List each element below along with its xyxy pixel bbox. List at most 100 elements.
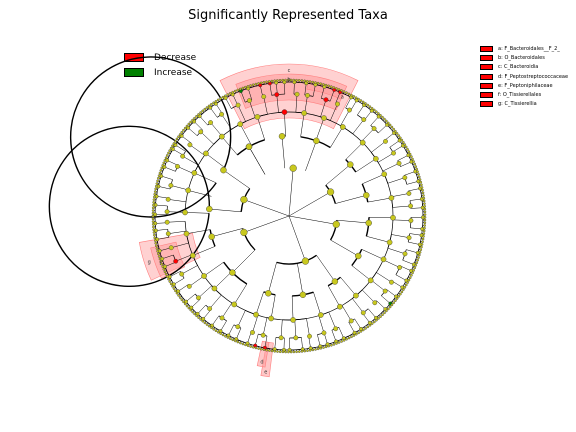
highlight-label-e: e [264, 369, 267, 375]
branch-line [338, 327, 345, 339]
taxon-node [157, 255, 161, 258]
taxon-node [220, 166, 227, 174]
branch-line [175, 254, 193, 262]
taxon-node [417, 175, 421, 179]
taxon-node [249, 84, 252, 87]
highlight-label-c: c [288, 68, 291, 74]
taxon-node [322, 83, 325, 86]
taxon-node [167, 277, 170, 281]
taxon-node [380, 256, 387, 263]
branch-arc [276, 254, 317, 265]
taxon-node [221, 95, 225, 99]
branch-line [181, 265, 198, 275]
taxon-node [359, 139, 366, 146]
branch-line [168, 230, 187, 234]
taxa-legend-label: g: C_Tissierellia [498, 101, 537, 108]
branch-line [276, 94, 279, 113]
branch-line [361, 289, 375, 303]
taxon-node [347, 161, 354, 168]
taxon-node [244, 343, 247, 347]
taxon-node [301, 257, 310, 265]
taxon-node [385, 119, 388, 123]
taxon-node [226, 336, 230, 339]
taxon-node [164, 272, 168, 276]
branch-line [167, 221, 186, 223]
taxon-node [254, 346, 258, 350]
taxon-node [278, 78, 282, 82]
branch-line [169, 271, 181, 278]
taxon-node [191, 118, 194, 122]
taxon-node [219, 111, 224, 117]
branch-line [189, 275, 205, 287]
taxon-node [238, 87, 242, 91]
taxon-node [289, 350, 293, 354]
taxa-legend-swatch [480, 82, 493, 89]
taxon-node [261, 94, 267, 100]
taxon-node [407, 150, 411, 154]
taxon-node [201, 109, 204, 113]
taxon-node [390, 214, 396, 221]
taxon-node [324, 83, 328, 87]
taxon-node [251, 83, 255, 87]
taxon-node [177, 294, 180, 297]
taxon-node [422, 199, 426, 203]
branch-line [312, 84, 316, 97]
nodes [151, 78, 427, 354]
taxon-node [257, 82, 260, 85]
taxon-node [292, 350, 296, 354]
taxa-legend-swatch [480, 45, 493, 52]
taxon-node [388, 123, 392, 127]
taxon-node [397, 134, 400, 137]
taxon-node [381, 171, 388, 178]
taxon-node [196, 295, 201, 301]
taxon-node [214, 99, 218, 103]
taxon-node [273, 349, 277, 353]
taxon-node [359, 330, 363, 333]
taxon-node [307, 333, 312, 339]
taxon-node [207, 324, 211, 328]
taxon-node [155, 244, 158, 248]
taxon-node [160, 262, 164, 266]
branch-line [270, 294, 276, 319]
taxon-node [406, 281, 409, 284]
branch-line [291, 295, 294, 320]
branch-line [243, 199, 290, 217]
taxon-node [422, 229, 426, 233]
taxon-node [361, 117, 367, 123]
taxon-node [423, 213, 427, 216]
branch-line [225, 97, 232, 109]
branch-line [240, 90, 246, 103]
taxon-node [185, 304, 189, 308]
taxon-node [423, 218, 427, 222]
taxon-node [321, 115, 327, 121]
branch-line [173, 278, 185, 285]
taxon-node [262, 348, 266, 351]
taxon-node [162, 161, 166, 165]
branch-line [288, 191, 331, 217]
taxon-node [370, 107, 374, 110]
taxon-node [418, 178, 422, 181]
taxon-node [208, 120, 213, 125]
taxon-node [219, 97, 222, 100]
branch-arc [70, 56, 232, 218]
taxon-node [294, 91, 300, 97]
taxon-node [259, 81, 263, 85]
taxon-node [284, 78, 287, 82]
taxon-node [231, 90, 235, 94]
taxon-node [412, 269, 415, 272]
taxon-node [416, 170, 419, 174]
taxon-node [158, 171, 162, 175]
taxon-node [406, 191, 412, 196]
taxon-node [337, 341, 341, 344]
taxon-node [175, 291, 179, 295]
taxon-node [354, 332, 358, 336]
taxon-node [326, 188, 335, 196]
taxon-node [208, 233, 215, 240]
branch-line [268, 262, 277, 294]
taxon-node [160, 166, 164, 170]
branch-line [330, 239, 359, 257]
taxon-node [270, 349, 274, 353]
branch-line [392, 219, 411, 221]
branch-line [210, 122, 223, 137]
taxa-legend-swatch [480, 92, 493, 99]
